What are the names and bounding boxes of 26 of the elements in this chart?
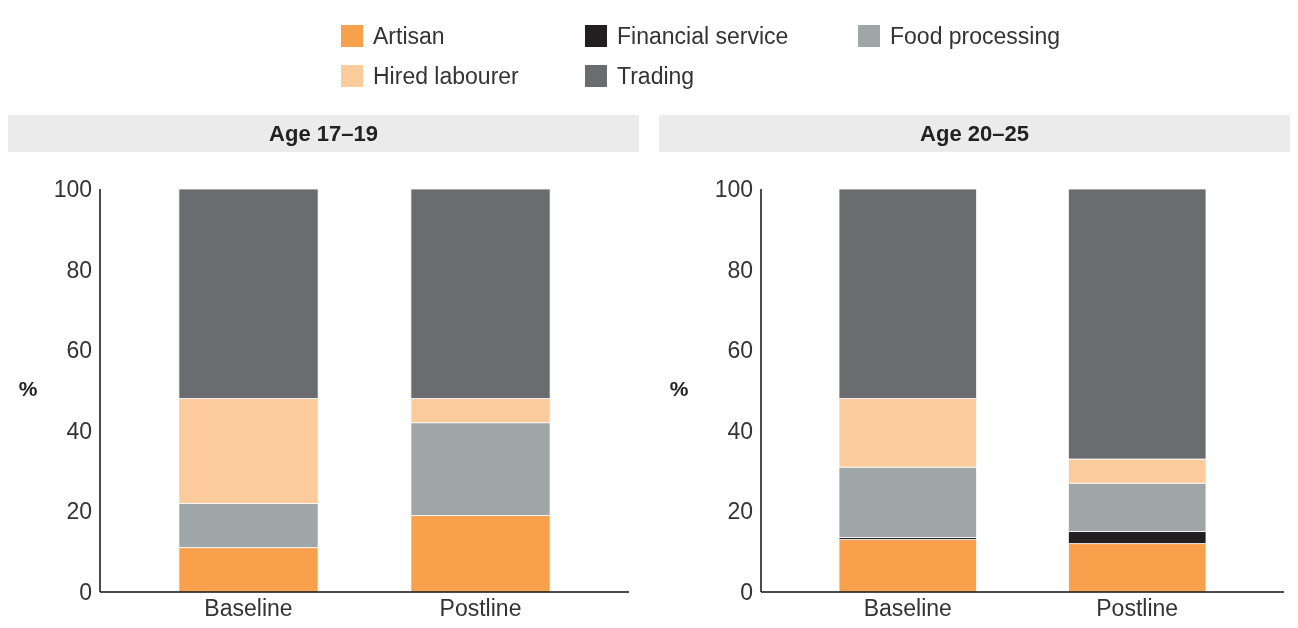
y-tick-label: 60 xyxy=(727,337,753,364)
y-tick-label: 80 xyxy=(727,256,753,283)
x-tick-label: Baseline xyxy=(863,595,952,621)
legend-label: Food processing xyxy=(890,23,1061,50)
y-tick-label: 80 xyxy=(66,256,92,283)
legend-label: Hired labourer xyxy=(373,63,520,90)
chart-title: Age 20–25 xyxy=(920,120,1029,146)
x-tick-label: Postline xyxy=(1096,595,1179,621)
y-tick-label: 20 xyxy=(727,498,753,525)
y-tick-label: 40 xyxy=(66,417,92,444)
legend-label: Trading xyxy=(617,63,695,90)
chart-title: Age 17–19 xyxy=(269,120,378,146)
y-tick-label: 0 xyxy=(740,579,753,606)
y-tick-label: 100 xyxy=(714,176,753,203)
legend-label: Financial service xyxy=(617,23,789,50)
legend-label: Artisan xyxy=(373,23,445,50)
y-tick-label: 100 xyxy=(53,176,92,203)
x-tick-label: Baseline xyxy=(204,595,293,621)
y-tick-label: 20 xyxy=(66,498,92,525)
y-axis-title: % xyxy=(669,376,689,400)
x-tick-label: Postline xyxy=(439,595,522,621)
y-tick-label: 0 xyxy=(79,579,92,606)
y-tick-label: 40 xyxy=(727,417,753,444)
y-tick-label: 60 xyxy=(66,337,92,364)
bar xyxy=(838,539,978,593)
y-axis-title: % xyxy=(18,376,38,400)
